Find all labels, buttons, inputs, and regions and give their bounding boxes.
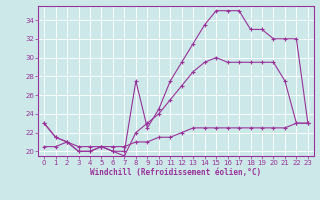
X-axis label: Windchill (Refroidissement éolien,°C): Windchill (Refroidissement éolien,°C) — [91, 168, 261, 177]
